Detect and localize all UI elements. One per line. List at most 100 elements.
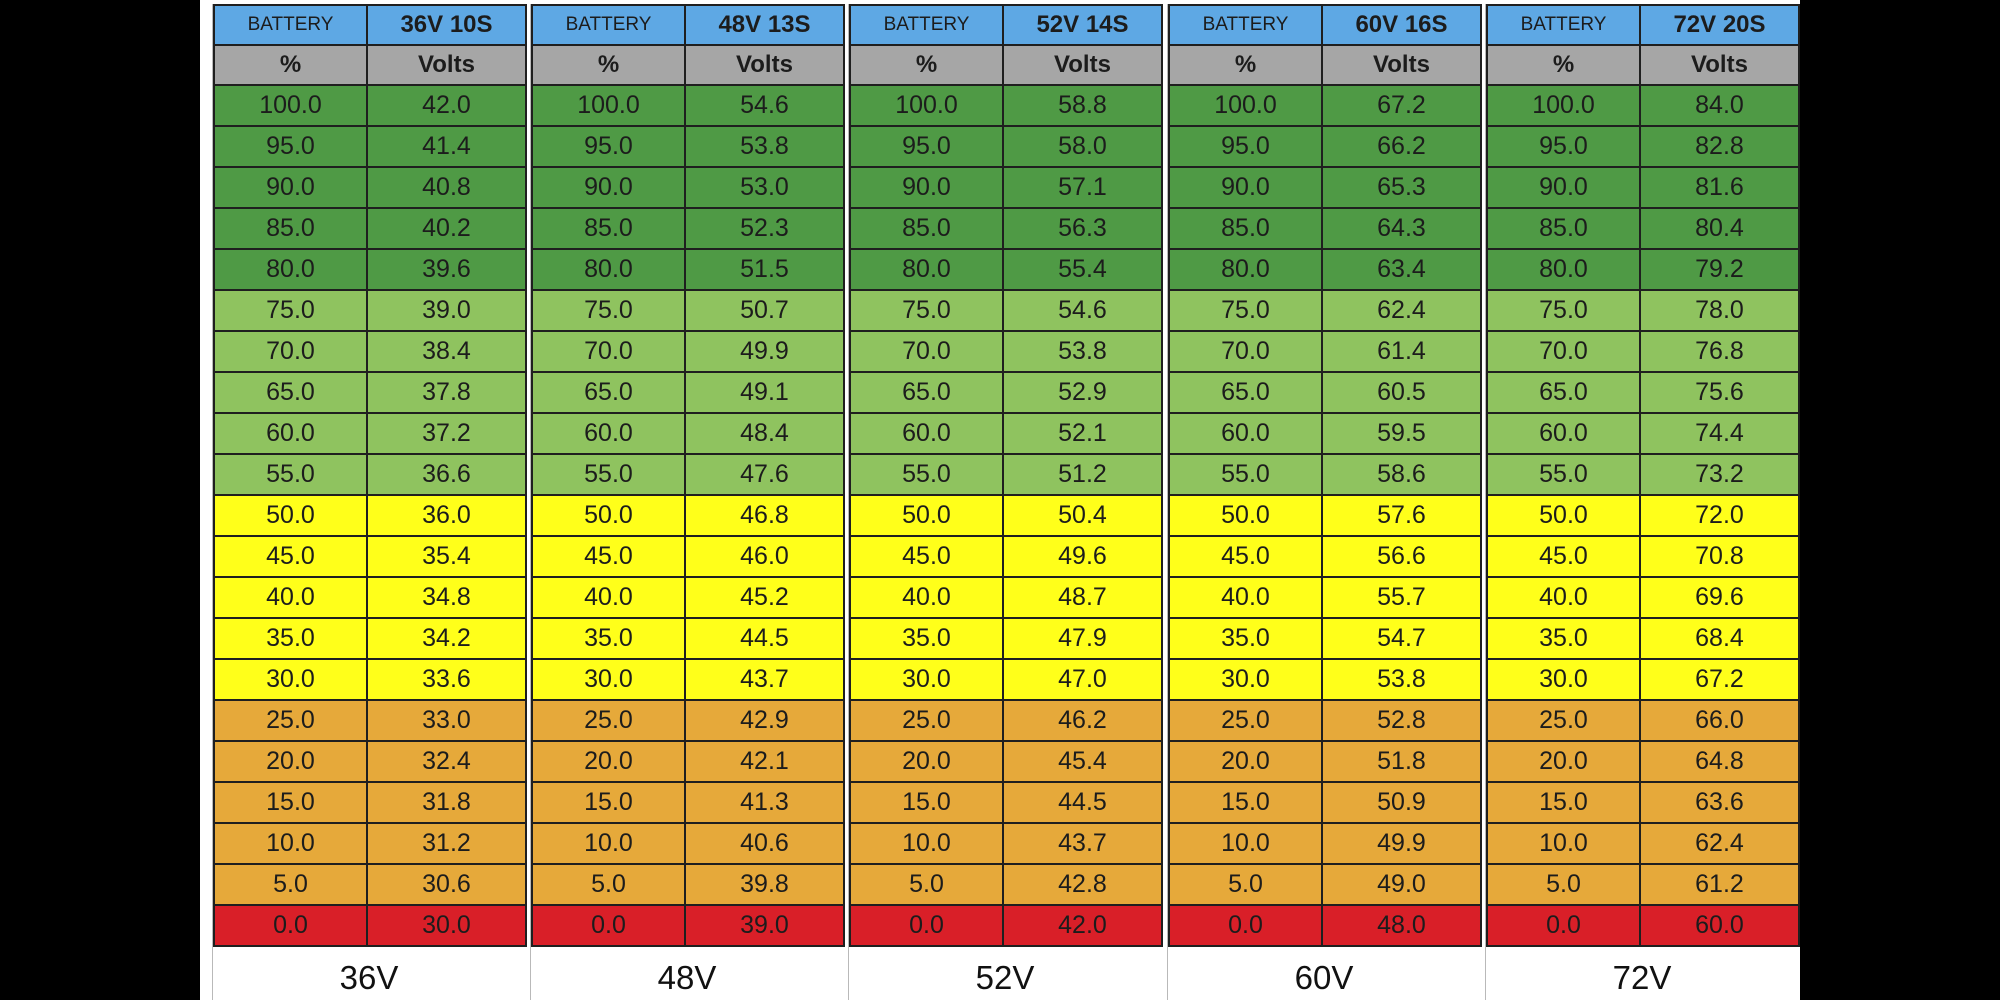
percent-cell: 95.0 (1486, 125, 1641, 168)
percent-cell: 35.0 (213, 617, 368, 660)
table-row: 15.0 44.5 (849, 781, 1163, 824)
percent-cell: 15.0 (1168, 781, 1323, 824)
volts-cell: 37.2 (366, 412, 527, 455)
voltage-table: BATTERY 36V 10S% Volts 100.0 42.0 95.0 41.4 90.… (213, 4, 527, 947)
volts-cell: 41.3 (684, 781, 845, 824)
table-row: 45.0 35.4 (213, 535, 527, 578)
percent-cell: 100.0 (213, 84, 368, 127)
volts-cell: 52.3 (684, 207, 845, 250)
percent-cell: 85.0 (1168, 207, 1323, 250)
table-row: 70.0 49.9 (531, 330, 845, 373)
percent-cell: 70.0 (1486, 330, 1641, 373)
table-row: 75.0 50.7 (531, 289, 845, 332)
table-row: 15.0 31.8 (213, 781, 527, 824)
volts-cell: 51.2 (1002, 453, 1163, 496)
table-row: 0.0 48.0 (1168, 904, 1482, 947)
table-row: 10.0 31.2 (213, 822, 527, 865)
table-row: 100.0 67.2 (1168, 84, 1482, 127)
table-row: 90.0 40.8 (213, 166, 527, 209)
volts-cell: 81.6 (1639, 166, 1800, 209)
volts-cell: 76.8 (1639, 330, 1800, 373)
table-row: 20.0 42.1 (531, 740, 845, 783)
percent-cell: 45.0 (849, 535, 1004, 578)
percent-cell: 100.0 (849, 84, 1004, 127)
volts-cell: 48.7 (1002, 576, 1163, 619)
volts-cell: 42.9 (684, 699, 845, 742)
percent-cell: 15.0 (531, 781, 686, 824)
table-row: 95.0 58.0 (849, 125, 1163, 168)
header-row: BATTERY 52V 14S (849, 4, 1163, 46)
volts-cell: 42.0 (1002, 904, 1163, 947)
percent-cell: 55.0 (213, 453, 368, 496)
table-row: 85.0 80.4 (1486, 207, 1800, 250)
table-row: 20.0 32.4 (213, 740, 527, 783)
battery-voltage-chart: BATTERY 36V 10S% Volts 100.0 42.0 95.0 41.4 90.… (200, 0, 1800, 1000)
volts-cell: 40.8 (366, 166, 527, 209)
volts-cell: 40.2 (366, 207, 527, 250)
percent-cell: 85.0 (849, 207, 1004, 250)
battery-header: BATTERY (531, 4, 686, 46)
volts-cell: 42.0 (366, 84, 527, 127)
volts-cell: 80.4 (1639, 207, 1800, 250)
table-row: 30.0 43.7 (531, 658, 845, 701)
table-row: 10.0 49.9 (1168, 822, 1482, 865)
percent-cell: 65.0 (1168, 371, 1323, 414)
percent-cell: 5.0 (1486, 863, 1641, 906)
table-row: 65.0 60.5 (1168, 371, 1482, 414)
percent-cell: 100.0 (1486, 84, 1641, 127)
volts-cell: 50.4 (1002, 494, 1163, 537)
table-row: 45.0 46.0 (531, 535, 845, 578)
volts-cell: 32.4 (366, 740, 527, 783)
header-row: BATTERY 72V 20S (1486, 4, 1800, 46)
table-row: 25.0 52.8 (1168, 699, 1482, 742)
volts-cell: 82.8 (1639, 125, 1800, 168)
percent-cell: 80.0 (1486, 248, 1641, 291)
percent-cell: 50.0 (213, 494, 368, 537)
table-row: 20.0 45.4 (849, 740, 1163, 783)
table-row: 90.0 65.3 (1168, 166, 1482, 209)
volts-cell: 33.0 (366, 699, 527, 742)
pack-name-header: 36V 10S (366, 4, 527, 46)
volts-cell: 51.5 (684, 248, 845, 291)
table-row: 35.0 34.2 (213, 617, 527, 660)
table-row: 20.0 51.8 (1168, 740, 1482, 783)
percent-cell: 40.0 (1168, 576, 1323, 619)
table-row: 35.0 54.7 (1168, 617, 1482, 660)
pack-table-3: BATTERY 60V 16S% Volts 100.0 67.2 95.0 66.2 90.… (1167, 4, 1482, 1000)
voltage-table: BATTERY 60V 16S% Volts 100.0 67.2 95.0 66.2 90.… (1168, 4, 1482, 947)
volts-cell: 47.6 (684, 453, 845, 496)
volts-cell: 64.8 (1639, 740, 1800, 783)
table-row: 55.0 36.6 (213, 453, 527, 496)
table-row: 5.0 42.8 (849, 863, 1163, 906)
percent-cell: 75.0 (531, 289, 686, 332)
table-row: 85.0 40.2 (213, 207, 527, 250)
percent-cell: 50.0 (531, 494, 686, 537)
table-row: 100.0 42.0 (213, 84, 527, 127)
table-row: 35.0 47.9 (849, 617, 1163, 660)
table-row: 45.0 70.8 (1486, 535, 1800, 578)
volts-cell: 41.4 (366, 125, 527, 168)
volts-cell: 40.6 (684, 822, 845, 865)
volts-cell: 45.4 (1002, 740, 1163, 783)
percent-cell: 100.0 (1168, 84, 1323, 127)
volts-cell: 37.8 (366, 371, 527, 414)
percent-cell: 20.0 (213, 740, 368, 783)
percent-header: % (213, 44, 368, 86)
voltage-table: BATTERY 48V 13S% Volts 100.0 54.6 95.0 53.8 90.… (531, 4, 845, 947)
percent-cell: 10.0 (1168, 822, 1323, 865)
volts-cell: 54.6 (684, 84, 845, 127)
percent-cell: 80.0 (849, 248, 1004, 291)
percent-cell: 20.0 (1168, 740, 1323, 783)
percent-cell: 0.0 (213, 904, 368, 947)
percent-cell: 50.0 (1486, 494, 1641, 537)
percent-cell: 65.0 (531, 371, 686, 414)
percent-cell: 90.0 (531, 166, 686, 209)
percent-cell: 70.0 (849, 330, 1004, 373)
voltage-table: BATTERY 52V 14S% Volts 100.0 58.8 95.0 58.0 90.… (849, 4, 1163, 947)
percent-cell: 85.0 (1486, 207, 1641, 250)
volts-cell: 70.8 (1639, 535, 1800, 578)
percent-cell: 75.0 (1168, 289, 1323, 332)
percent-header: % (531, 44, 686, 86)
volts-cell: 54.7 (1321, 617, 1482, 660)
pack-table-4: BATTERY 72V 20S% Volts 100.0 84.0 95.0 82.8 90.… (1485, 4, 1800, 1000)
